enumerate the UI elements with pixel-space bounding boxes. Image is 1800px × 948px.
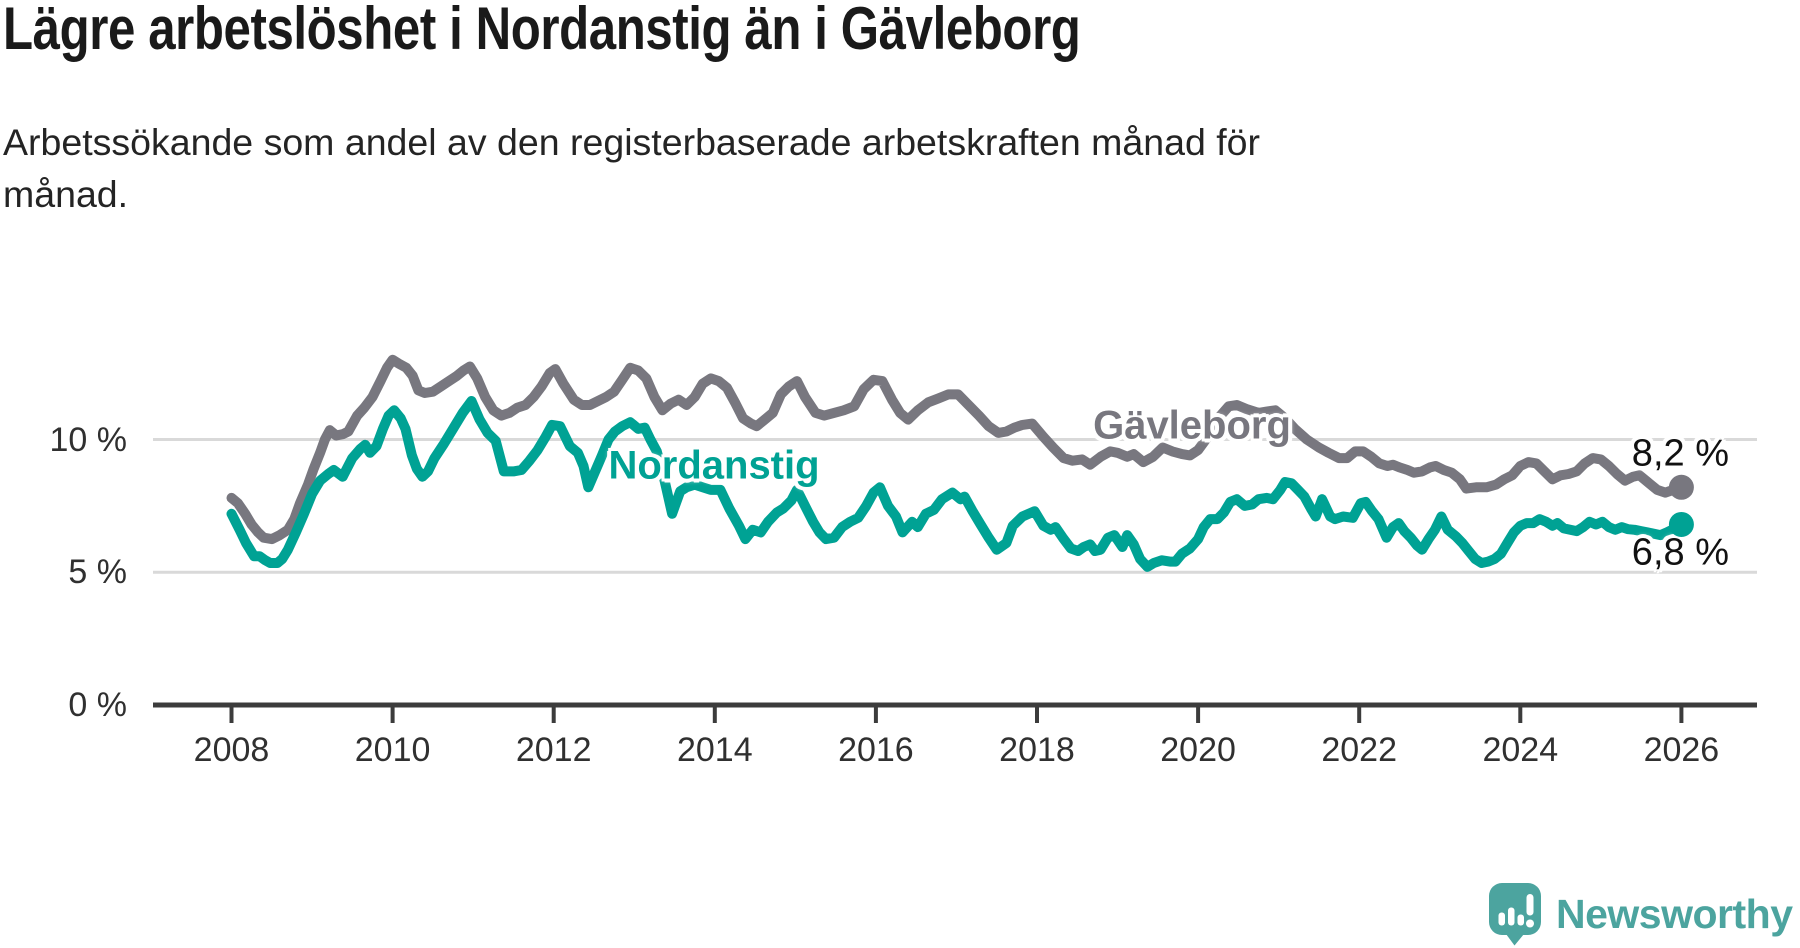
x-tick-label-2026: 2026 (1643, 731, 1720, 769)
x-tick-label-2020: 2020 (1160, 731, 1236, 769)
y-tick-label-5: 5 % (68, 553, 127, 592)
line-gavleborg (226, 354, 1687, 545)
line-nordanstig (226, 396, 1687, 572)
series-label-nordanstig: Nordanstig (608, 443, 820, 488)
chart-subtitle: Arbetssökande som andel av den registerb… (3, 121, 1260, 215)
x-tick-label-2022: 2022 (1321, 731, 1397, 769)
x-tick-label-2018: 2018 (999, 731, 1075, 769)
end-value-label-nordanstig: 6,8 % (1631, 531, 1729, 574)
x-tick-label-2016: 2016 (838, 731, 914, 769)
gavleborg-end-dot (1668, 474, 1694, 500)
x-tick-label-2014: 2014 (676, 731, 753, 769)
x-tick-label-2024: 2024 (1482, 731, 1559, 769)
y-tick-label-0: 0 % (68, 686, 127, 724)
newsworthy-logo-text: Newsworthy (1556, 890, 1793, 937)
series-label-gavleborg: Gävleborg (1093, 403, 1291, 448)
nordanstig-end-dot (1668, 511, 1694, 537)
newsworthy-logo-icon (1489, 883, 1541, 946)
newsworthy-logo: Newsworthy (1488, 882, 1793, 946)
x-tick-label-2008: 2008 (193, 731, 270, 769)
x-tick-label-2012: 2012 (515, 731, 592, 769)
end-value-label-gavleborg: 8,2 % (1631, 432, 1729, 475)
x-axis (153, 702, 1757, 723)
gridlines (153, 438, 1757, 574)
y-tick-label-10: 10 % (49, 420, 128, 459)
x-tick-label-2010: 2010 (354, 731, 431, 769)
chart-title: Lägre arbetslöshet i Nordanstig än i Gäv… (3, 0, 1081, 62)
